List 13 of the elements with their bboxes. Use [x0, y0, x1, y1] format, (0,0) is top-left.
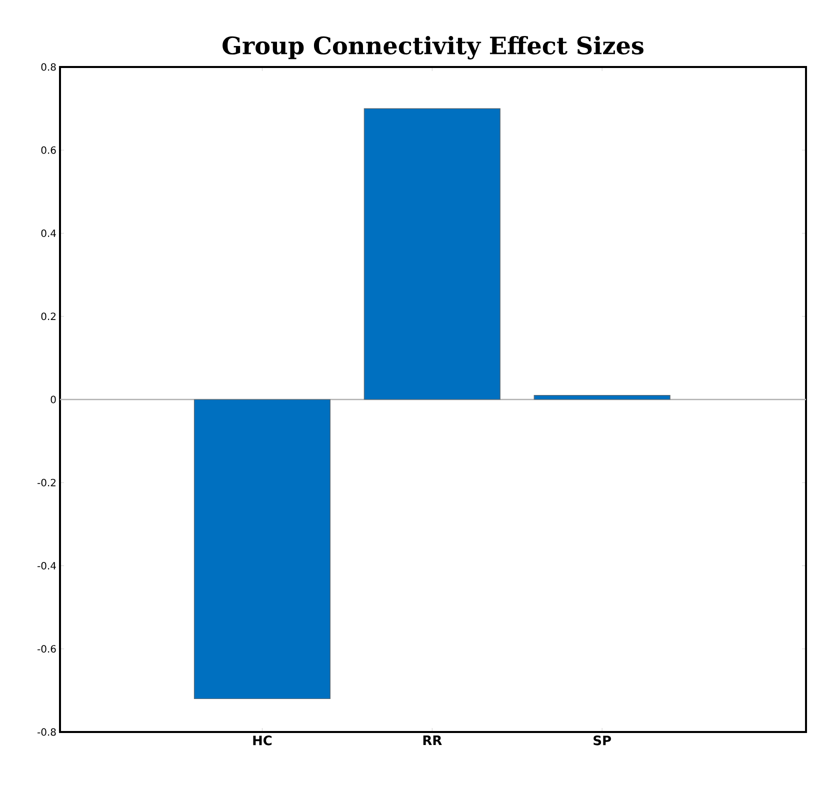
y-tick-label: -0.2	[38, 478, 56, 486]
x-tick-label: SP	[594, 736, 611, 746]
y-tick-label: 0.8	[41, 63, 56, 71]
y-tick-label: -0.6	[38, 645, 56, 653]
y-tick-label: -0.8	[38, 728, 56, 736]
chart-title: Group Connectivity Effect Sizes	[222, 36, 644, 60]
y-tick-label: -0.4	[38, 562, 56, 570]
x-tick-label: RR	[423, 736, 442, 745]
x-tick-label: HC	[253, 736, 272, 746]
y-tick-label: 0	[50, 396, 56, 404]
y-tick-label: 0.4	[41, 229, 56, 238]
y-tick-label: 0.2	[41, 312, 56, 320]
y-tick-label: 0.6	[41, 146, 56, 154]
